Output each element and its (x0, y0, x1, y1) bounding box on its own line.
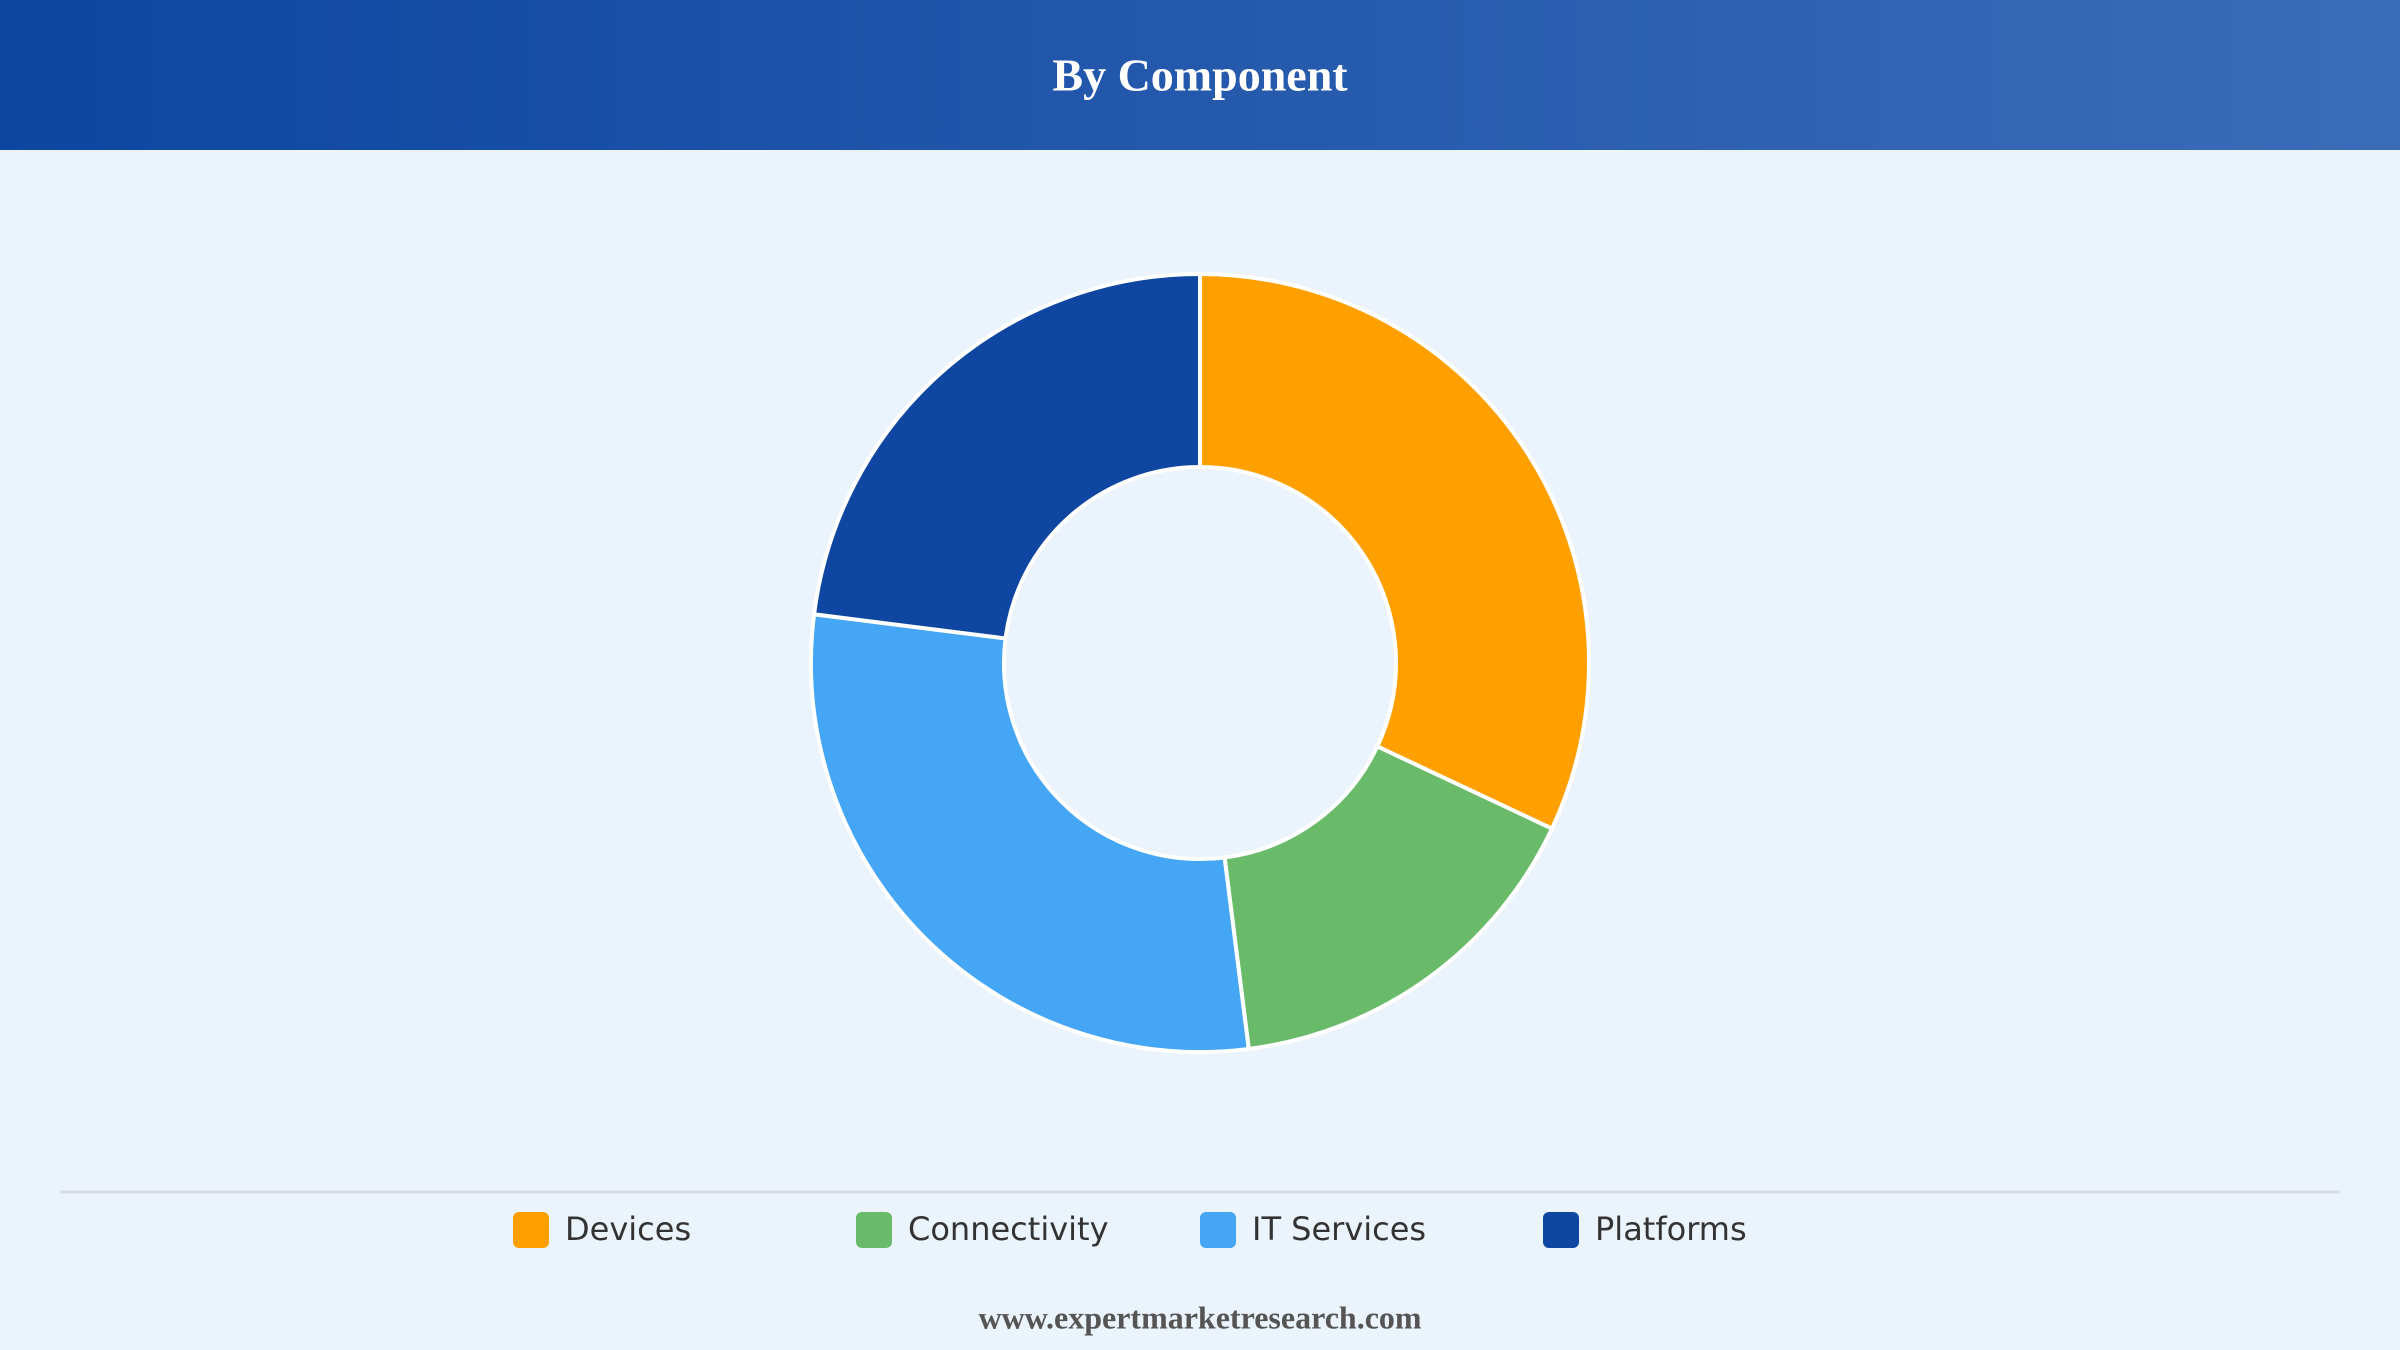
legend-label: Connectivity (908, 1210, 1109, 1248)
legend-swatch (1200, 1212, 1236, 1248)
slice (1198, 271, 1591, 832)
legend-label: Platforms (1595, 1210, 1747, 1248)
slice (809, 612, 1251, 1054)
footer-url: www.expertmarketresearch.com (978, 1299, 1421, 1335)
legend-label: Devices (565, 1210, 691, 1248)
legend-swatch (856, 1212, 892, 1248)
chart-title: By Component (1052, 50, 1348, 101)
legend-label: IT Services (1252, 1210, 1426, 1248)
slice (1222, 743, 1555, 1052)
header-bar (0, 0, 2400, 150)
legend-swatch (1543, 1212, 1579, 1248)
slice (811, 271, 1202, 641)
legend-swatch (513, 1212, 549, 1248)
